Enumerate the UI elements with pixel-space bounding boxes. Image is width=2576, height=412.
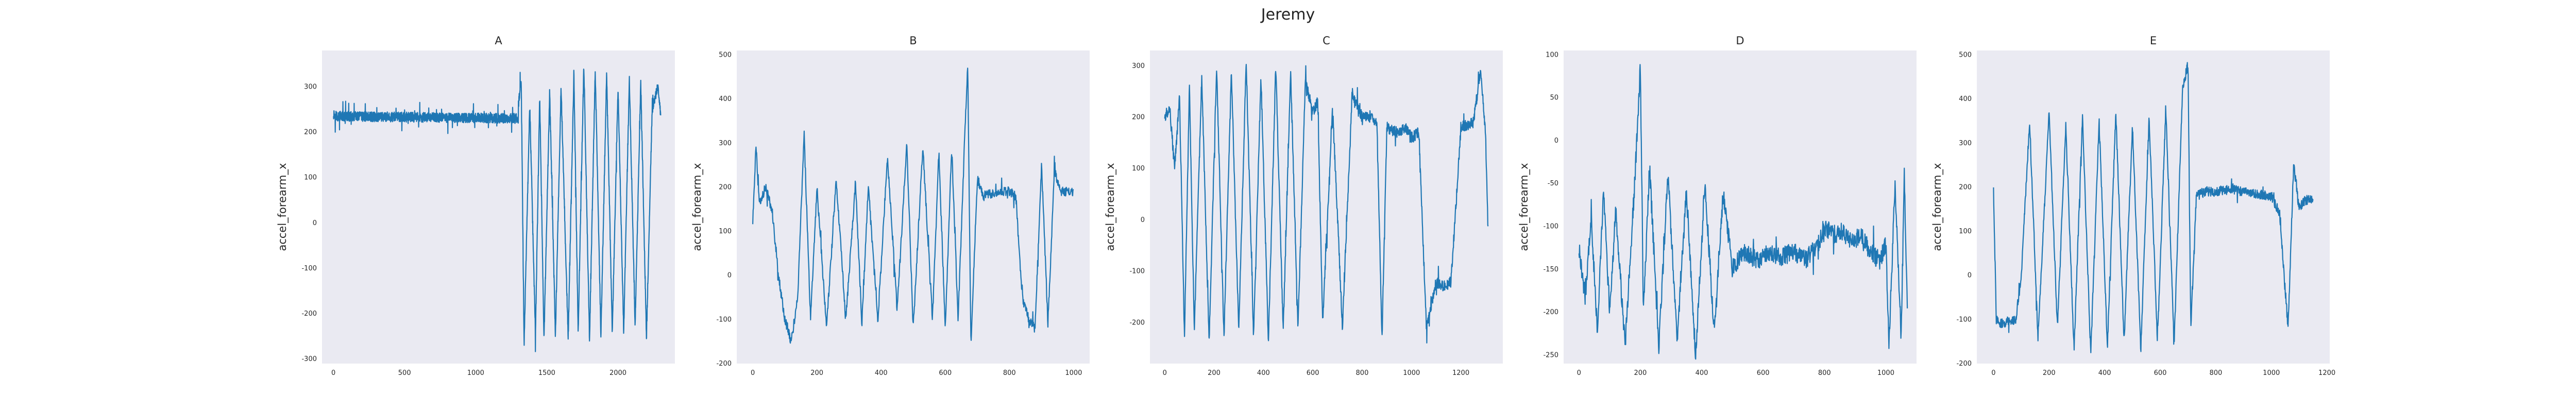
y-tick-label: 200 <box>304 129 317 136</box>
plot-area <box>1150 50 1503 364</box>
series-line <box>1578 64 1908 360</box>
y-tick-label: 300 <box>1132 62 1145 70</box>
y-tick-label: -300 <box>301 355 317 363</box>
y-tick-label: -50 <box>1548 180 1558 187</box>
x-tick-label: 0 <box>751 369 755 377</box>
x-tick-label: 1000 <box>2263 369 2280 377</box>
y-tick-label: 200 <box>1132 114 1145 122</box>
x-tick-label: 0 <box>1991 369 1995 377</box>
y-tick-label: -100 <box>301 265 317 272</box>
x-tick-label: 2000 <box>609 369 626 377</box>
subplot-title: B <box>909 35 917 47</box>
series-line <box>1993 62 2314 353</box>
x-tick-label: 1000 <box>1877 369 1894 377</box>
subplot-title: A <box>495 35 502 47</box>
y-tick-label: 300 <box>1959 140 1972 147</box>
plot-area <box>322 50 675 364</box>
x-tick-label: 1200 <box>1452 369 1469 377</box>
x-tick-label: 0 <box>1163 369 1167 377</box>
x-tick-label: 800 <box>1818 369 1831 377</box>
y-tick-label: 400 <box>719 95 732 103</box>
x-tick-label: 800 <box>1356 369 1369 377</box>
y-tick-label: 100 <box>1546 51 1558 59</box>
x-tick-label: 400 <box>875 369 888 377</box>
y-tick-label: 100 <box>1959 228 1972 235</box>
y-tick-label: -100 <box>1543 222 1558 230</box>
y-tick-label: 50 <box>1550 94 1558 102</box>
x-tick-label: 800 <box>1003 369 1016 377</box>
x-tick-label: 200 <box>1634 369 1647 377</box>
x-tick-label: 200 <box>2043 369 2056 377</box>
y-tick-label: 500 <box>719 52 732 59</box>
y-tick-label: 400 <box>1959 95 1972 103</box>
x-tick-label: 600 <box>1307 369 1319 377</box>
series-line <box>752 67 1074 344</box>
x-tick-label: 500 <box>398 369 411 377</box>
x-tick-label: 400 <box>1257 369 1270 377</box>
y-tick-label: 300 <box>304 83 317 91</box>
x-tick-label: 1200 <box>2318 369 2335 377</box>
y-axis-label: accel_forearm_x <box>1518 163 1531 251</box>
y-tick-label: 0 <box>313 219 317 227</box>
y-axis-label: accel_forearm_x <box>1104 163 1117 251</box>
y-tick-label: -200 <box>1129 319 1145 327</box>
series-line <box>1164 63 1489 344</box>
x-tick-label: 600 <box>2154 369 2167 377</box>
y-tick-label: 100 <box>719 228 732 235</box>
y-tick-label: -200 <box>1543 308 1558 316</box>
x-tick-label: 600 <box>939 369 952 377</box>
y-tick-label: -100 <box>1956 316 1972 323</box>
subplot-title: C <box>1323 35 1330 47</box>
x-tick-label: 200 <box>810 369 823 377</box>
x-tick-label: 0 <box>1577 369 1581 377</box>
x-tick-label: 1000 <box>1065 369 1082 377</box>
y-tick-label: -150 <box>1543 266 1558 273</box>
y-tick-label: 200 <box>719 183 732 191</box>
y-tick-label: 0 <box>727 272 732 280</box>
y-tick-label: -200 <box>1956 360 1972 368</box>
x-tick-label: 400 <box>1696 369 1708 377</box>
plot-area <box>1564 50 1917 364</box>
y-tick-label: -250 <box>1543 351 1558 359</box>
x-tick-label: 0 <box>331 369 335 377</box>
y-tick-label: 300 <box>719 140 732 147</box>
x-tick-label: 800 <box>2209 369 2222 377</box>
subplot-title: D <box>1736 35 1744 47</box>
x-tick-label: 400 <box>2098 369 2111 377</box>
y-tick-label: 200 <box>1959 183 1972 191</box>
x-tick-label: 1000 <box>1403 369 1420 377</box>
y-tick-label: -200 <box>301 310 317 318</box>
y-tick-label: -200 <box>716 360 732 368</box>
y-tick-label: 100 <box>1132 165 1145 173</box>
x-tick-label: 600 <box>1757 369 1770 377</box>
y-tick-label: 0 <box>1554 137 1558 145</box>
y-axis-label: accel_forearm_x <box>276 163 289 251</box>
y-tick-label: 100 <box>304 174 317 182</box>
y-tick-label: 0 <box>1141 216 1145 224</box>
y-tick-label: 500 <box>1959 52 1972 59</box>
y-axis-label: accel_forearm_x <box>691 163 704 251</box>
y-tick-label: 0 <box>1968 272 1972 280</box>
figure-title: Jeremy <box>1260 6 1315 24</box>
y-tick-label: -100 <box>716 316 732 323</box>
plot-area <box>1977 50 2330 364</box>
x-tick-label: 200 <box>1208 369 1221 377</box>
x-tick-label: 1500 <box>538 369 555 377</box>
series-line <box>333 68 662 352</box>
y-axis-label: accel_forearm_x <box>1931 163 1944 251</box>
subplot-title: E <box>2150 35 2157 47</box>
x-tick-label: 1000 <box>467 369 484 377</box>
y-tick-label: -100 <box>1129 268 1145 276</box>
